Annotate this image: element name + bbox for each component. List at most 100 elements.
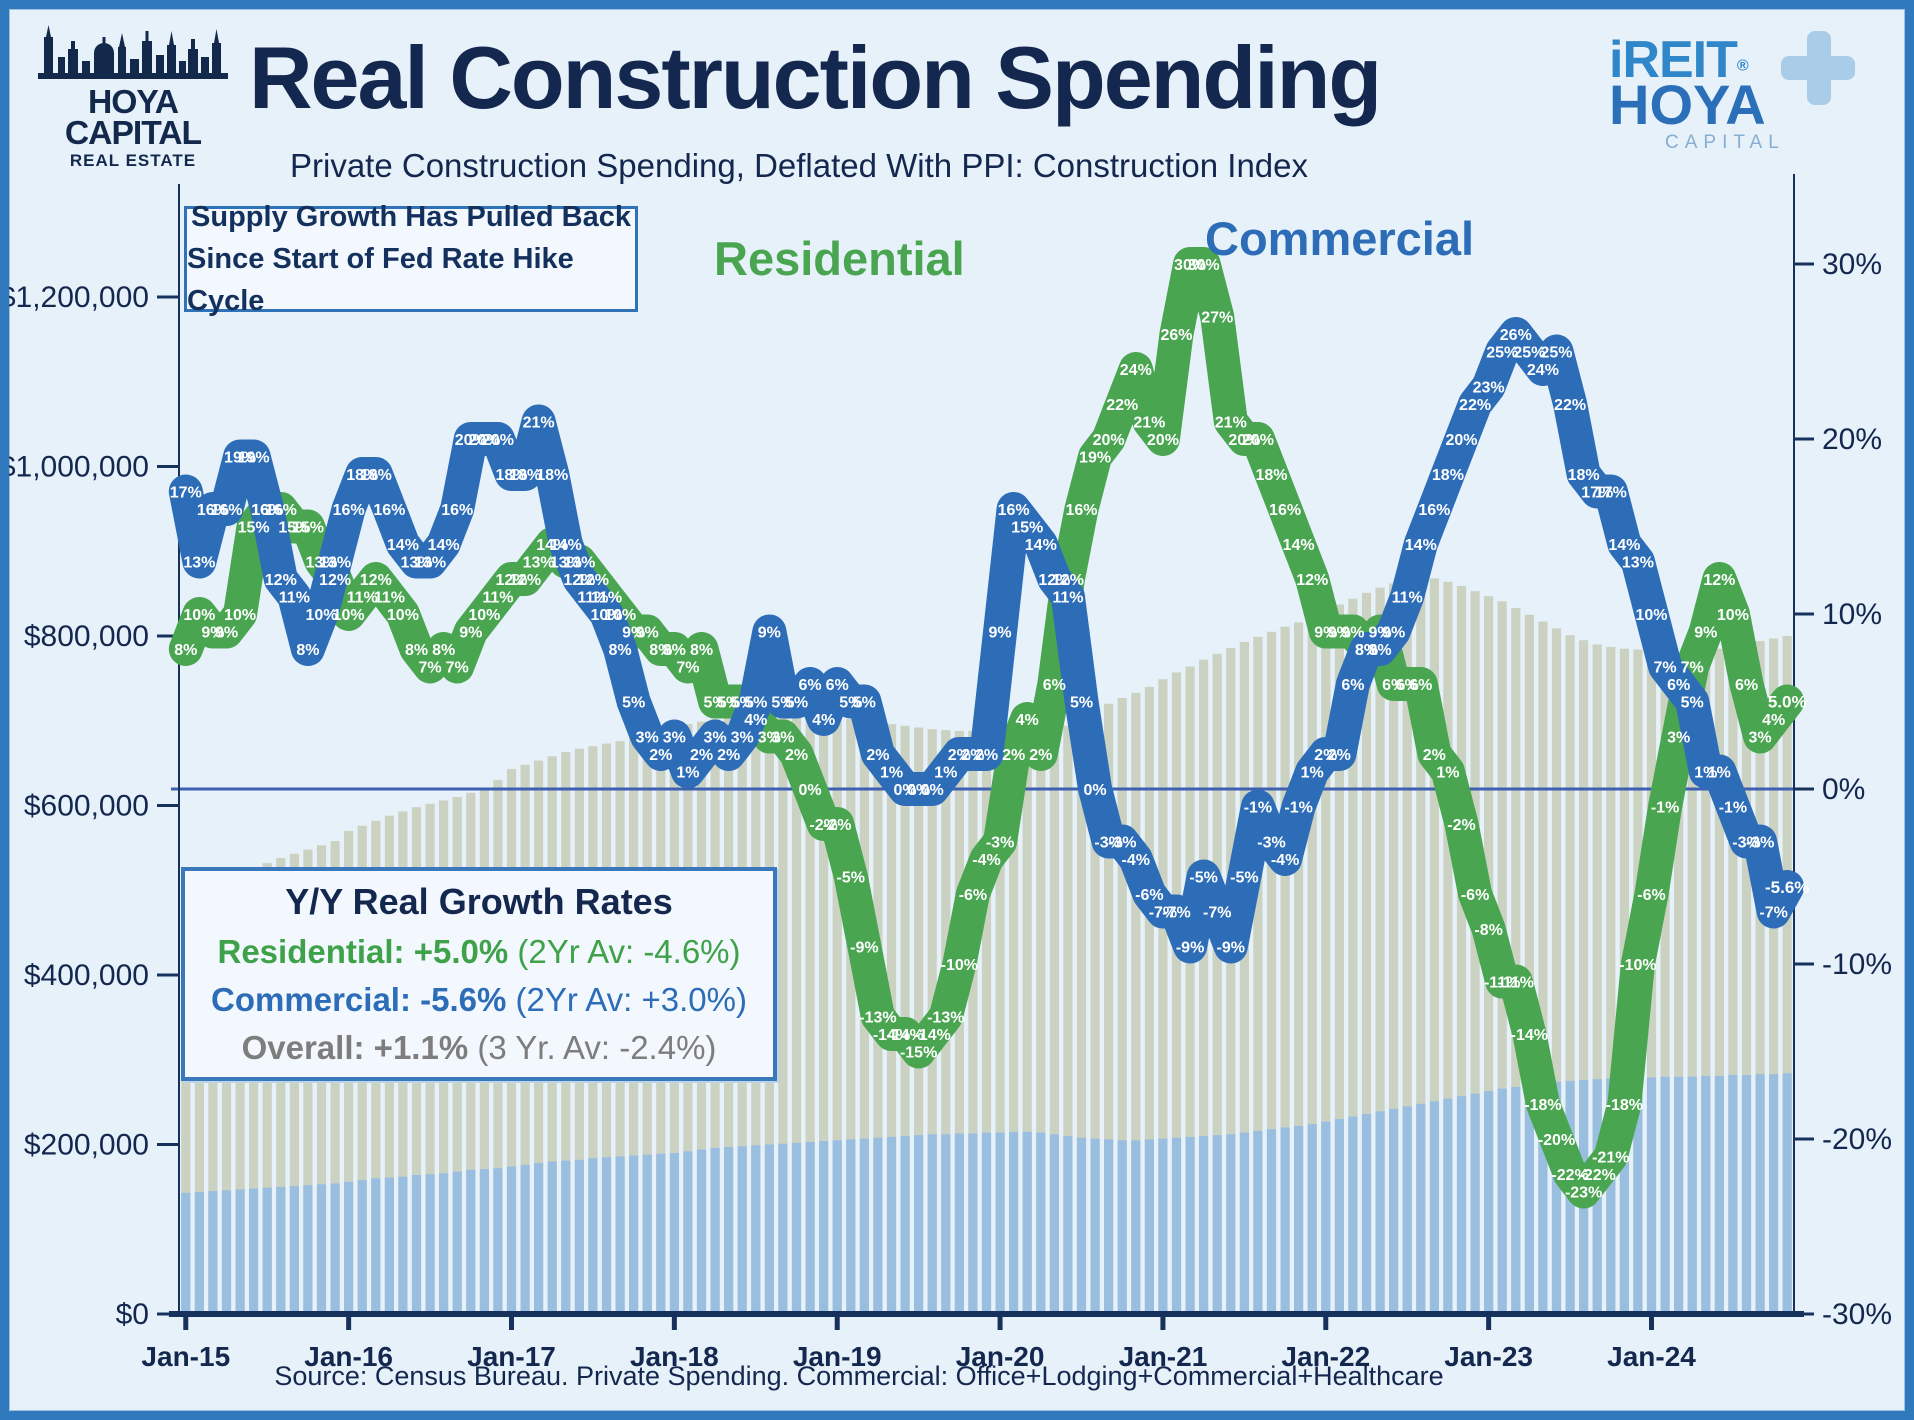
svg-text:22%: 22% [1554,397,1586,414]
svg-text:-4%: -4% [972,852,1000,869]
svg-text:16%: 16% [197,502,229,519]
svg-text:0%: 0% [907,782,930,799]
svg-text:Jan-22: Jan-22 [1281,1341,1370,1372]
svg-text:18%: 18% [360,467,392,484]
supply-growth-callout: Supply Growth Has Pulled Back Since Star… [184,201,638,317]
svg-text:2%: 2% [1314,747,1337,764]
svg-text:Jan-21: Jan-21 [1119,1341,1208,1372]
svg-text:13%: 13% [550,555,582,572]
svg-text:30%: 30% [1822,248,1882,281]
svg-text:-2%: -2% [1447,817,1475,834]
svg-text:22%: 22% [1106,397,1138,414]
svg-text:11%: 11% [279,590,310,607]
svg-text:-10%: -10% [1822,948,1892,981]
svg-text:2%: 2% [717,747,740,764]
svg-text:10%: 10% [604,607,636,624]
svg-text:-23%: -23% [1565,1185,1602,1202]
callout-line2: Since Start of Fed Rate Hike Cycle [187,242,574,318]
svg-text:2%: 2% [1002,747,1025,764]
svg-text:10%: 10% [387,607,419,624]
svg-text:9%: 9% [201,625,224,642]
svg-text:5%: 5% [839,695,862,712]
svg-text:-18%: -18% [1606,1097,1643,1114]
svg-text:15%: 15% [238,520,270,537]
svg-text:-5%: -5% [837,870,865,887]
svg-text:Jan-20: Jan-20 [956,1341,1045,1372]
svg-text:17%: 17% [1595,485,1627,502]
svg-text:-3%: -3% [986,835,1014,852]
svg-text:7%: 7% [1681,660,1704,677]
svg-text:0%: 0% [1084,782,1107,799]
svg-text:Jan-15: Jan-15 [141,1341,230,1372]
svg-text:-13%: -13% [859,1010,896,1027]
svg-text:12%: 12% [1296,572,1328,589]
svg-text:9%: 9% [758,625,781,642]
svg-text:23%: 23% [1473,380,1505,397]
svg-text:$600,000: $600,000 [24,790,149,823]
svg-text:24%: 24% [1527,362,1559,379]
svg-text:3%: 3% [1667,730,1690,747]
svg-text:16%: 16% [1269,502,1301,519]
svg-text:21%: 21% [1133,415,1165,432]
svg-text:8%: 8% [663,642,686,659]
svg-text:0%: 0% [799,782,822,799]
svg-text:30%: 30% [1188,257,1220,274]
svg-text:-5%: -5% [1189,870,1217,887]
svg-text:10%: 10% [224,607,256,624]
svg-text:-10%: -10% [1619,957,1656,974]
svg-text:6%: 6% [1667,677,1690,694]
svg-text:15%: 15% [278,520,310,537]
svg-text:-14%: -14% [886,1027,923,1044]
svg-text:-5%: -5% [1230,870,1258,887]
svg-text:13%: 13% [414,555,446,572]
svg-text:13%: 13% [1622,555,1654,572]
svg-text:-9%: -9% [850,940,878,957]
svg-text:-2%: -2% [809,817,837,834]
svg-text:3%: 3% [771,730,794,747]
svg-text:8%: 8% [174,642,197,659]
svg-text:12%: 12% [509,572,541,589]
svg-text:3%: 3% [663,730,686,747]
svg-text:19%: 19% [224,450,256,467]
svg-text:5%: 5% [785,695,808,712]
svg-text:2%: 2% [1029,747,1052,764]
city-skyline-icon [38,25,228,79]
svg-text:4%: 4% [1762,712,1785,729]
svg-text:12%: 12% [319,572,351,589]
svg-text:-15%: -15% [900,1045,937,1062]
svg-text:2%: 2% [785,747,808,764]
hoya-capital-logo: HOYA CAPITAL REAL ESTATE [33,23,233,171]
svg-text:6%: 6% [1396,677,1419,694]
svg-text:12%: 12% [577,572,609,589]
svg-text:18%: 18% [346,467,378,484]
svg-text:26%: 26% [1160,327,1192,344]
svg-text:13%: 13% [319,555,351,572]
svg-text:18%: 18% [509,467,541,484]
svg-text:$200,000: $200,000 [24,1129,149,1162]
legend-row-residential: Residential: +5.0% (2Yr Av: -4.6%) [217,933,741,970]
svg-text:-6%: -6% [1135,887,1163,904]
legend-row-overall: Overall: +1.1% (3 Yr. Av: -2.4%) [241,1029,717,1066]
svg-text:11%: 11% [374,590,405,607]
svg-text:5%: 5% [717,695,740,712]
svg-text:11%: 11% [482,590,513,607]
svg-text:4%: 4% [812,712,835,729]
ireit-brand-text: iREIT [1609,31,1738,89]
svg-text:9%: 9% [989,625,1012,642]
svg-text:18%: 18% [536,467,568,484]
svg-text:13%: 13% [400,555,432,572]
svg-text:2%: 2% [690,747,713,764]
svg-text:14%: 14% [1608,537,1640,554]
svg-text:13%: 13% [183,555,215,572]
svg-text:20%: 20% [1822,423,1882,456]
svg-text:5%: 5% [771,695,794,712]
svg-text:-1%: -1% [1651,800,1679,817]
svg-text:14%: 14% [1405,537,1437,554]
svg-text:12%: 12% [1703,572,1735,589]
svg-text:9%: 9% [1694,625,1717,642]
svg-text:18%: 18% [1432,467,1464,484]
svg-text:Jan-18: Jan-18 [630,1341,719,1372]
svg-text:11%: 11% [347,590,378,607]
registered-mark: ® [1736,57,1749,75]
svg-text:27%: 27% [1201,310,1233,327]
